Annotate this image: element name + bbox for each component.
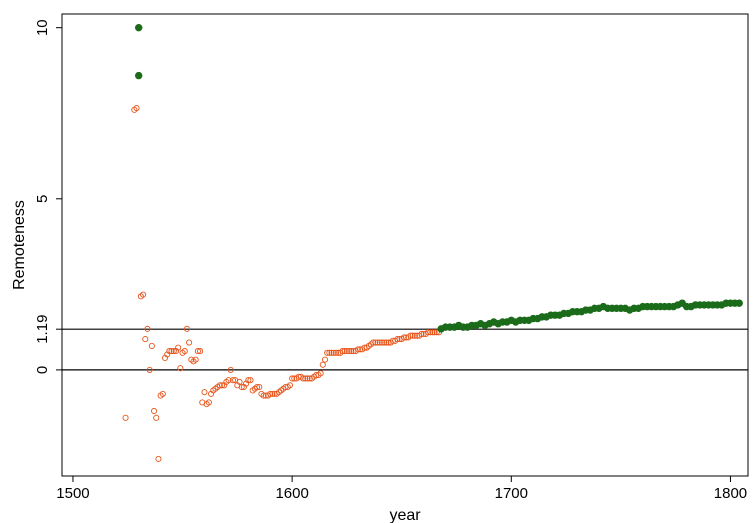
data-point-s0-113 [378, 339, 386, 346]
data-point-s0-137 [431, 329, 438, 336]
data-point-s0-86 [319, 361, 326, 368]
data-point-s0-49 [238, 383, 245, 391]
data-point-s0-138 [433, 329, 440, 336]
data-point-s0-89 [326, 349, 333, 356]
data-point-s0-131 [418, 330, 425, 338]
data-point-s0-29 [194, 348, 201, 355]
data-point-s0-134 [424, 329, 432, 336]
data-point-s0-57 [256, 383, 263, 391]
data-point-s0-87 [321, 356, 329, 363]
data-point-s0-111 [374, 339, 381, 346]
data-point-s0-88 [324, 349, 331, 356]
y-axis-ticks: 0 1.19 5 10 [34, 19, 62, 374]
data-point-s0-39 [216, 382, 223, 389]
data-point-s0-2 [133, 105, 140, 112]
data-point-s0-25 [186, 339, 193, 346]
data-point-s0-120 [394, 336, 401, 343]
x-axis-ticks: 1500 1600 1700 1800 [56, 476, 747, 502]
data-point-s0-53 [247, 377, 254, 384]
data-point-s0-32 [201, 389, 208, 396]
x-tick-label-1: 1600 [275, 485, 308, 502]
data-point-s0-10 [153, 414, 160, 421]
data-point-s0-97 [343, 348, 350, 355]
data-point-s0-109 [370, 339, 377, 346]
data-point-s0-79 [304, 375, 311, 382]
data-point-s0-71 [286, 382, 293, 389]
data-point-s0-45 [229, 377, 237, 384]
data-point-s0-128 [411, 332, 418, 339]
data-point-s0-112 [376, 339, 383, 346]
data-point-s0-40 [218, 382, 226, 389]
y-axis-title: Remoteness [11, 200, 28, 290]
data-point-s0-8 [148, 342, 155, 350]
data-point-s0-6 [144, 325, 151, 332]
data-point-s0-24 [183, 325, 190, 332]
data-point-s0-17 [168, 348, 175, 355]
data-point-s0-7 [146, 366, 153, 373]
y-tick-label-1: 1.19 [34, 315, 51, 344]
data-point-s0-92 [332, 349, 340, 356]
data-point-s0-0 [122, 414, 129, 421]
data-point-s0-135 [427, 329, 434, 336]
data-point-s0-95 [339, 348, 346, 355]
data-point-s0-28 [192, 356, 199, 363]
data-point-s0-114 [381, 339, 388, 346]
y-tick-label-2: 5 [34, 195, 51, 203]
data-point-s0-4 [140, 291, 147, 298]
data-point-s0-52 [245, 377, 252, 384]
x-axis-title: year [389, 507, 421, 523]
y-tick-label-3: 10 [34, 19, 51, 36]
data-point-s1-0 [135, 23, 143, 32]
data-point-s0-72 [289, 375, 296, 382]
data-point-s0-44 [227, 366, 234, 373]
data-point-s0-56 [254, 383, 261, 391]
data-point-s0-23 [181, 348, 188, 355]
data-point-s0-126 [407, 332, 414, 339]
data-point-s0-59 [260, 392, 267, 399]
data-point-s0-127 [409, 332, 416, 339]
data-point-s0-123 [400, 334, 407, 341]
data-point-s0-115 [383, 339, 390, 346]
data-point-s0-21 [177, 365, 184, 372]
data-point-s0-90 [328, 349, 335, 356]
data-point-s0-11 [155, 455, 162, 462]
y-tick-label-0: 0 [34, 366, 51, 374]
data-point-s0-77 [300, 375, 307, 382]
data-point-s0-78 [302, 375, 309, 382]
reference-lines [62, 328, 748, 371]
data-point-s0-30 [197, 348, 204, 355]
data-point-s0-13 [159, 390, 166, 397]
x-tick-label-0: 1500 [56, 485, 89, 502]
data-point-s0-136 [429, 329, 436, 336]
x-tick-label-3: 1800 [714, 485, 747, 502]
data-point-s0-99 [348, 348, 355, 355]
data-point-s0-85 [317, 370, 324, 377]
data-point-s0-62 [267, 390, 274, 397]
data-point-s0-18 [170, 348, 177, 355]
data-point-s0-43 [225, 377, 232, 384]
plot-area [61, 13, 749, 477]
data-point-s0-63 [269, 390, 276, 397]
data-point-s0-20 [175, 344, 182, 351]
data-point-s0-96 [341, 348, 348, 355]
data-point-s0-98 [346, 348, 353, 355]
data-point-s0-9 [151, 407, 158, 415]
data-point-s1-70 [735, 299, 743, 307]
data-point-s0-5 [142, 336, 149, 343]
data-points [122, 23, 743, 462]
data-point-s0-102 [354, 346, 361, 353]
data-point-s0-48 [236, 378, 243, 385]
data-point-s0-34 [205, 399, 212, 406]
data-point-s0-110 [372, 339, 379, 346]
data-point-s1-1 [135, 71, 143, 80]
data-point-s0-91 [330, 349, 337, 356]
data-point-s0-16 [166, 348, 173, 355]
x-tick-label-2: 1700 [495, 485, 528, 502]
